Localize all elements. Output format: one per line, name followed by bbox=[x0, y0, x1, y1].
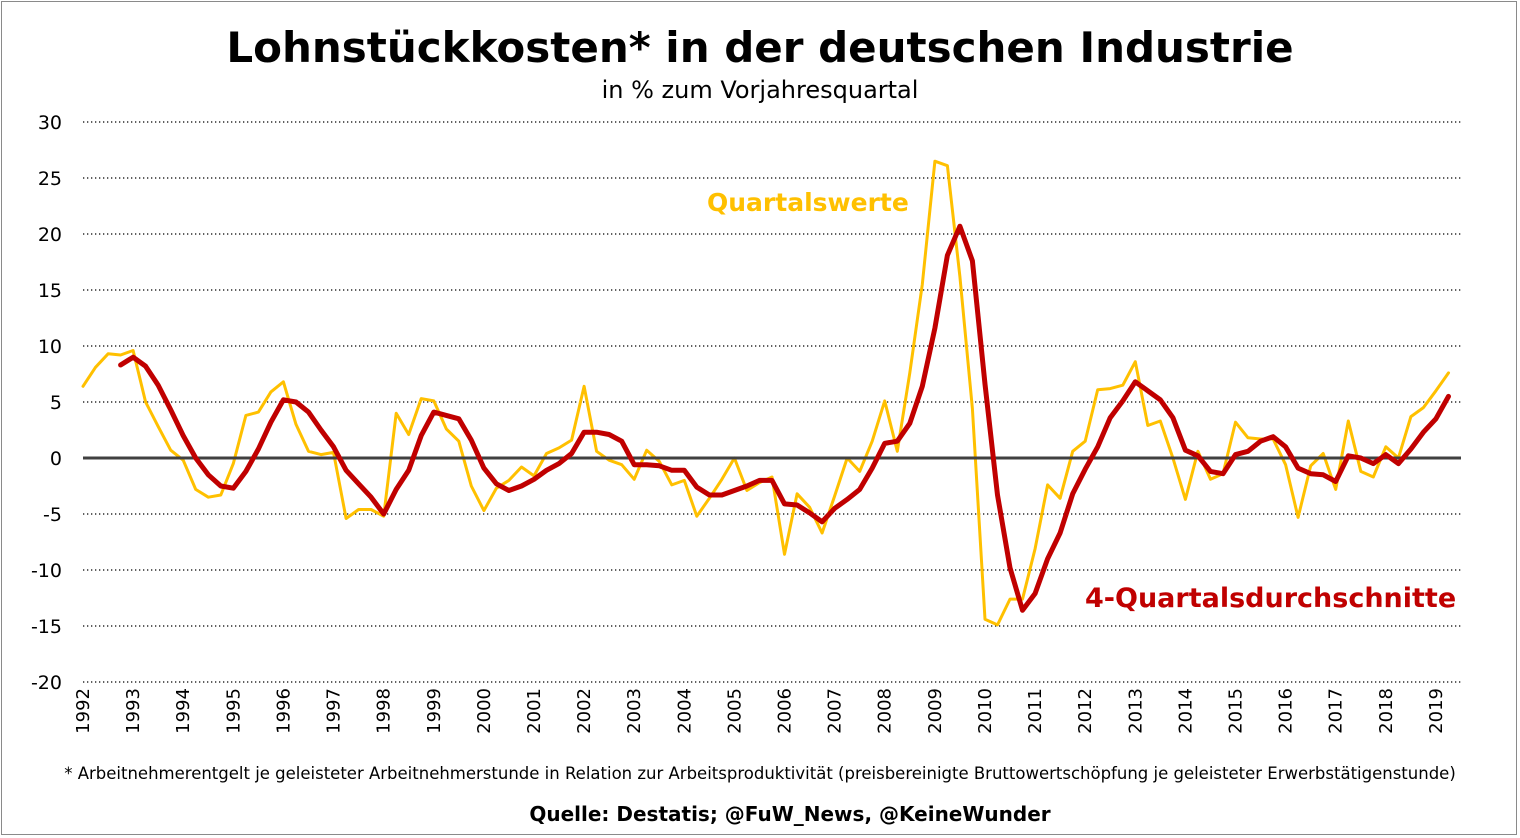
x-tick-label: 2012 bbox=[1075, 688, 1096, 734]
x-tick-label: 1993 bbox=[123, 688, 144, 734]
x-tick-label: 1996 bbox=[273, 688, 294, 734]
series-line-4-quartalsdurchschnitte bbox=[118, 223, 1451, 613]
y-tick-label: -5 bbox=[43, 504, 62, 526]
x-tick-label: 2019 bbox=[1426, 688, 1447, 734]
x-tick-label: 1992 bbox=[73, 688, 94, 734]
x-tick-label: 1999 bbox=[424, 688, 445, 734]
x-tick-label: 2006 bbox=[775, 688, 796, 734]
y-axis-ticks: 30 25 20 15 10 5 0 -5 -10 -15 -20 bbox=[31, 112, 62, 694]
y-tick-label: 5 bbox=[50, 392, 62, 414]
x-tick-label: 2007 bbox=[825, 688, 846, 734]
y-tick-label: -10 bbox=[31, 560, 62, 582]
x-tick-label: 2014 bbox=[1175, 688, 1196, 734]
y-tick-label: 20 bbox=[38, 224, 62, 246]
x-tick-label: 2013 bbox=[1125, 688, 1146, 734]
chart-title: Lohnstückkosten* in der deutschen Indust… bbox=[226, 23, 1293, 72]
label-4-quartalsdurchschnitte: 4-Quartalsdurchschnitte bbox=[1085, 583, 1456, 614]
gridlines bbox=[83, 121, 1461, 683]
series-lines bbox=[81, 159, 1461, 627]
x-axis-ticks: 1992 1993 1994 1995 1996 1997 1998 1999 2000 2001… bbox=[73, 688, 1447, 734]
x-tick-label: 1997 bbox=[324, 688, 345, 734]
x-tick-label: 2011 bbox=[1025, 688, 1046, 734]
y-tick-label: 30 bbox=[38, 112, 62, 134]
footnote: * Arbeitnehmerentgelt je geleisteter Arb… bbox=[64, 764, 1456, 783]
x-tick-label: 2015 bbox=[1226, 688, 1247, 734]
chart-subtitle: in % zum Vorjahresquartal bbox=[602, 76, 919, 104]
x-tick-label: 2017 bbox=[1326, 688, 1347, 734]
x-tick-label: 1995 bbox=[223, 688, 244, 734]
x-tick-label: 2001 bbox=[524, 688, 545, 734]
x-tick-label: 2009 bbox=[925, 688, 946, 734]
y-tick-label: 25 bbox=[38, 168, 62, 190]
x-tick-label: 2018 bbox=[1376, 688, 1397, 734]
y-tick-label: -20 bbox=[31, 672, 62, 694]
x-tick-label: 2010 bbox=[975, 688, 996, 734]
x-tick-label: 2002 bbox=[574, 688, 595, 734]
y-tick-label: 10 bbox=[38, 336, 62, 358]
x-tick-label: 2004 bbox=[674, 688, 695, 734]
label-quartalswerte: Quartalswerte bbox=[707, 188, 909, 217]
x-tick-label: 2008 bbox=[875, 688, 896, 734]
x-tick-label: 2003 bbox=[624, 688, 645, 734]
y-tick-label: 15 bbox=[38, 280, 62, 302]
x-tick-label: 1994 bbox=[173, 688, 194, 734]
x-tick-label: 2016 bbox=[1276, 688, 1297, 734]
y-tick-label: -15 bbox=[31, 616, 62, 638]
y-tick-label: 0 bbox=[50, 448, 62, 470]
x-tick-label: 2000 bbox=[474, 688, 495, 734]
x-tick-label: 1998 bbox=[374, 688, 395, 734]
x-tick-label: 2005 bbox=[724, 688, 745, 734]
series-line-quartalswerte bbox=[81, 159, 1450, 627]
source-credit: Quelle: Destatis; @FuW_News, @KeineWunde… bbox=[529, 802, 1050, 826]
